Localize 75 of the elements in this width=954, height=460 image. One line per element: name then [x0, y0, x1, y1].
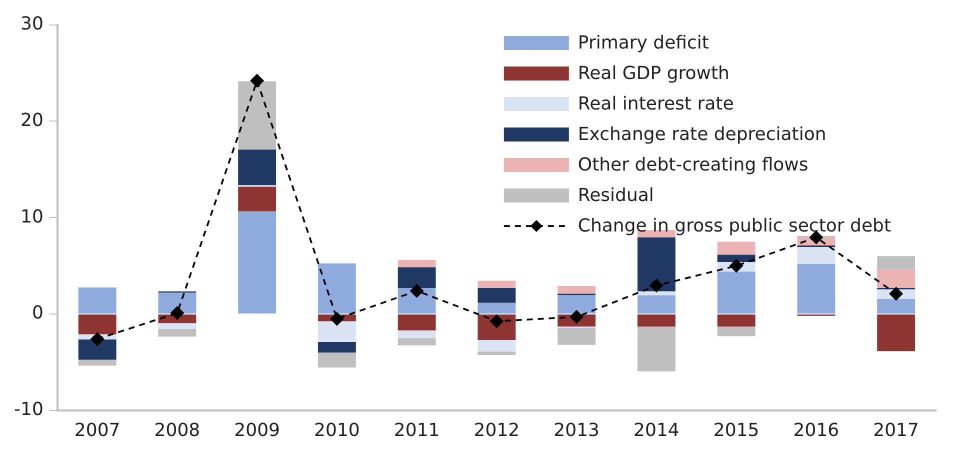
bar	[558, 286, 596, 294]
point	[170, 306, 184, 320]
bar	[238, 81, 276, 150]
x-tick-label: 2009	[234, 420, 280, 441]
point	[330, 312, 344, 326]
bar	[558, 295, 596, 314]
point	[90, 332, 104, 346]
point	[889, 286, 904, 301]
x-tick-label: 2007	[74, 420, 120, 441]
bar	[158, 328, 196, 337]
bar	[238, 211, 276, 314]
legend-label: Real interest rate	[578, 94, 734, 115]
bar	[717, 254, 756, 262]
bar	[318, 321, 356, 342]
bar	[318, 352, 356, 368]
bar	[717, 326, 756, 336]
bar	[478, 352, 516, 355]
x-tick-label: 2017	[873, 420, 919, 441]
x-tick-label: 2016	[793, 420, 840, 441]
point	[570, 310, 584, 324]
legend-label: Real GDP growth	[578, 63, 730, 84]
bar	[478, 302, 516, 314]
bar	[717, 242, 756, 255]
bar	[78, 360, 116, 366]
bar	[797, 247, 836, 264]
bar	[398, 314, 436, 330]
x-tick-label: 2011	[394, 420, 440, 441]
point	[250, 74, 264, 88]
y-tick-label: 20	[20, 110, 44, 131]
point	[729, 258, 744, 273]
bar	[78, 287, 116, 314]
y-tick-label: -10	[14, 399, 44, 420]
point	[649, 278, 664, 293]
bar	[158, 323, 196, 329]
legend-label: Change in gross public sector debt	[578, 216, 891, 237]
bar	[238, 186, 276, 212]
bar	[877, 256, 916, 270]
bar	[478, 280, 516, 288]
bar	[398, 338, 436, 346]
x-tick-label: 2013	[554, 420, 600, 441]
y-tick-label: 10	[20, 206, 44, 228]
y-tick-label: 30	[20, 13, 44, 34]
bar	[877, 270, 916, 288]
legend-label: Exchange rate depreciation	[578, 124, 826, 146]
bar	[797, 264, 836, 314]
bar	[558, 328, 596, 345]
bar	[717, 272, 756, 314]
bar	[398, 330, 436, 338]
bar	[398, 267, 436, 288]
bar	[637, 326, 676, 372]
bar	[478, 288, 516, 303]
bar	[637, 237, 676, 292]
legend-label: Other debt-creating flows	[578, 154, 808, 176]
x-tick-label: 2008	[154, 420, 200, 441]
bar	[318, 342, 356, 353]
bar	[877, 299, 916, 314]
bar	[158, 292, 196, 314]
x-tick-label: 2014	[634, 420, 680, 441]
y-tick-label: 0	[32, 302, 44, 324]
bar	[78, 314, 116, 334]
point	[410, 284, 424, 298]
x-tick-label: 2012	[474, 420, 520, 441]
bar	[637, 314, 676, 327]
bar	[717, 314, 756, 327]
x-tick-label: 2010	[314, 420, 360, 441]
legend-label: Residual	[578, 185, 654, 206]
legend-label: Primary deficit	[578, 32, 709, 54]
bar	[78, 340, 116, 360]
bar	[877, 314, 916, 352]
bar	[398, 260, 436, 268]
bar	[637, 295, 676, 314]
x-tick-label: 2015	[713, 420, 760, 441]
bar	[318, 263, 356, 314]
bar	[238, 150, 276, 186]
bar	[478, 340, 516, 352]
